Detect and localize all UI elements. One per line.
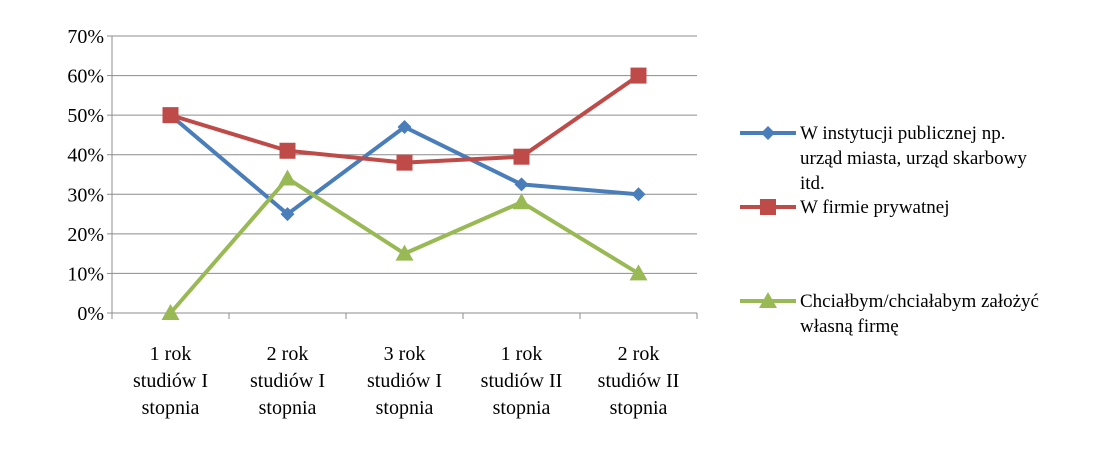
series-group xyxy=(161,67,648,320)
data-point-diamond xyxy=(397,120,412,135)
legend-marker-square xyxy=(760,199,776,215)
y-tick-label: 50% xyxy=(67,105,104,127)
data-point-square xyxy=(162,107,179,124)
y-tick-label: 30% xyxy=(67,184,104,206)
y-tick-label: 20% xyxy=(67,224,104,246)
y-tick-label: 70% xyxy=(67,26,104,48)
data-point-square xyxy=(513,148,530,165)
data-point-diamond xyxy=(514,177,529,192)
data-point-square xyxy=(396,154,413,171)
x-tick-label: 2 rok studiów II stopnia xyxy=(598,343,680,419)
data-point-square xyxy=(630,67,647,84)
legend-entry: W instytucji publicznej np. urząd miasta,… xyxy=(800,123,1027,194)
data-point-triangle xyxy=(278,169,297,186)
data-point-diamond xyxy=(631,187,646,202)
legend-marker-triangle xyxy=(759,292,777,308)
data-point-diamond xyxy=(280,207,295,222)
y-tick-label: 0% xyxy=(77,303,104,325)
legend-entry: Chciałbym/chciałabym założyć własną firmę xyxy=(800,291,1039,337)
y-tick-label: 10% xyxy=(67,263,104,285)
legend: W instytucji publicznej np. urząd miasta,… xyxy=(740,123,1039,337)
data-point-triangle xyxy=(395,244,414,261)
gridlines xyxy=(112,35,697,274)
y-tick-label: 40% xyxy=(67,145,104,167)
data-point-triangle xyxy=(161,304,180,320)
legend-marker-diamond xyxy=(761,126,775,140)
y-tick-label: 60% xyxy=(67,66,104,88)
data-point-triangle xyxy=(512,193,531,210)
series-line-2 xyxy=(169,73,640,165)
legend-entry: W firmie prywatnej xyxy=(800,197,950,218)
data-point-triangle xyxy=(629,264,648,281)
data-point-square xyxy=(279,142,296,159)
x-tick-label: 1 rok studiów II stopnia xyxy=(481,343,563,419)
